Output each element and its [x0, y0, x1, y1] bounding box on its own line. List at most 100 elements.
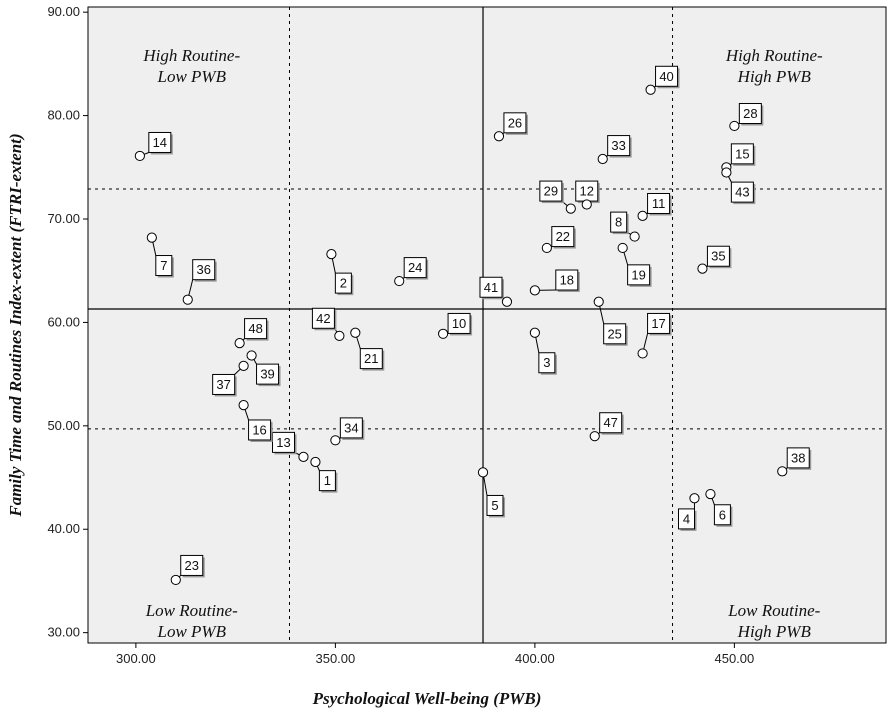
data-point-group: 23 [170, 554, 205, 586]
data-point [146, 232, 157, 243]
data-point [729, 120, 740, 132]
point-label-box [603, 323, 627, 345]
x-tick-label: 450.00 [714, 651, 754, 666]
data-point [438, 328, 449, 339]
data-point [645, 84, 656, 95]
data-point-group: 36 [182, 259, 217, 305]
data-point [777, 466, 788, 477]
data-point-group: 38 [777, 447, 812, 477]
point-label-box [555, 269, 579, 291]
point-label-box [180, 554, 204, 576]
data-point [234, 337, 245, 349]
data-point-group: 25 [593, 296, 628, 346]
data-point-group: 13 [272, 431, 309, 462]
y-tick-label: 40.00 [47, 521, 80, 536]
data-point-group: 1 [310, 456, 338, 493]
point-label-box [713, 504, 731, 526]
point-label: 35 [711, 249, 725, 264]
data-point [326, 249, 337, 260]
data-point-group: 42 [311, 307, 345, 341]
y-axis-title: Family Time and Routines Index-extent (F… [6, 133, 25, 517]
point-label-box [627, 264, 651, 286]
point-label: 6 [719, 507, 726, 522]
point-label-box [155, 255, 173, 277]
point-label-box [730, 143, 754, 165]
data-point [298, 451, 309, 462]
y-tick-label: 70.00 [47, 211, 80, 226]
point-label-box [706, 245, 730, 267]
point-label: 28 [743, 106, 757, 121]
data-point [597, 153, 608, 165]
point-label-box [272, 431, 296, 453]
point-label-box [248, 419, 272, 441]
point-label-box [192, 259, 216, 281]
data-point-group: 39 [246, 350, 281, 387]
point-label-box [148, 131, 172, 153]
point-label: 1 [324, 473, 331, 488]
point-label: 41 [484, 280, 498, 295]
point-label: 26 [508, 115, 522, 130]
point-label-box [678, 508, 695, 530]
data-point [334, 330, 345, 341]
y-tick-label: 30.00 [47, 625, 80, 640]
x-tick-label: 300.00 [116, 651, 156, 666]
data-point-group: 8 [610, 211, 640, 242]
data-point-group: 18 [529, 269, 580, 296]
data-point [170, 574, 181, 586]
point-label-box [738, 103, 762, 125]
quadrant-label: Low Routine-Low PWB [145, 601, 238, 641]
data-point-group: 21 [350, 327, 385, 371]
point-label-box [244, 318, 268, 340]
point-label: 40 [659, 69, 673, 84]
point-label: 47 [603, 415, 617, 430]
data-point [565, 203, 576, 214]
point-label: 43 [735, 185, 749, 200]
data-point [477, 467, 489, 478]
point-label-box [730, 181, 754, 203]
quadrant-label: Low Routine-High PWB [727, 601, 820, 641]
point-label: 24 [408, 260, 422, 275]
point-label-box [647, 192, 671, 214]
point-label: 15 [735, 146, 749, 161]
point-label-box [318, 470, 336, 492]
quadrant-labels: High Routine-Low PWB High Routine-High PW… [142, 46, 823, 641]
data-point-group: 5 [477, 467, 505, 518]
data-point [501, 296, 513, 307]
point-label: 4 [683, 511, 690, 526]
data-point-group: 10 [438, 312, 473, 339]
point-label-box [607, 135, 631, 157]
point-label: 7 [160, 258, 167, 273]
data-point-group: 19 [617, 242, 652, 287]
data-point [541, 242, 552, 254]
data-point [529, 285, 540, 296]
point-label: 29 [544, 184, 558, 199]
data-point [134, 150, 145, 162]
data-point [493, 131, 505, 142]
point-label-box [311, 307, 335, 329]
data-point [330, 435, 341, 446]
point-label-box [538, 352, 556, 374]
data-point-group: 29 [539, 180, 576, 214]
point-label-box [599, 412, 623, 434]
data-point-group: 7 [146, 232, 174, 278]
data-point-group: 35 [697, 245, 732, 274]
data-point-group: 43 [721, 167, 756, 205]
data-point-group: 47 [589, 412, 624, 442]
point-label-box [551, 226, 575, 248]
data-point [593, 296, 604, 307]
point-label: 10 [452, 316, 466, 331]
point-label: 37 [216, 377, 230, 392]
point-label-box [339, 417, 363, 439]
point-label: 8 [615, 215, 622, 230]
data-point-group: 12 [575, 180, 600, 210]
x-axis-title: Psychological Well-being (PWB) [312, 689, 542, 708]
point-label-box [486, 494, 504, 516]
x-axis: 300.00 350.00 400.00 450.00 [116, 643, 754, 666]
point-label: 25 [607, 326, 621, 341]
y-tick-label: 90.00 [47, 4, 80, 19]
point-label: 16 [252, 422, 266, 437]
point-label-box [403, 257, 427, 279]
data-point-group: 28 [729, 103, 764, 132]
